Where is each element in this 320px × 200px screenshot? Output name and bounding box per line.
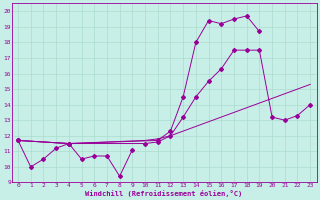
X-axis label: Windchill (Refroidissement éolien,°C): Windchill (Refroidissement éolien,°C) <box>85 190 243 197</box>
